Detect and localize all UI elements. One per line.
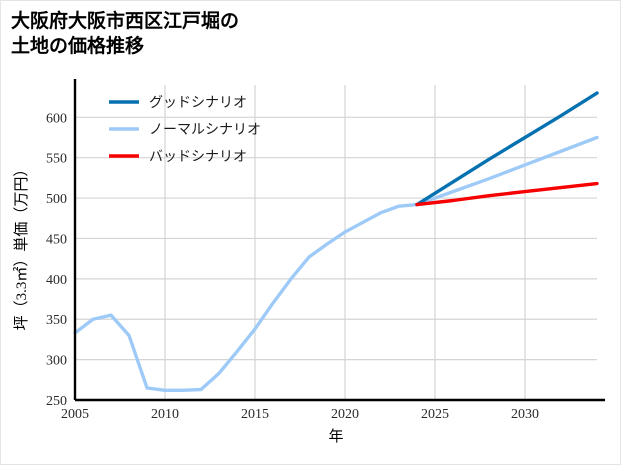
x-tick-label: 2020	[331, 407, 359, 422]
x-tick-label: 2010	[151, 407, 179, 422]
data-series	[73, 91, 599, 393]
x-tick-label: 2005	[61, 407, 89, 422]
y-tick-labels: 250 300 350 400 450 500 550 600	[46, 111, 67, 409]
legend-label: バッドシナリオ	[149, 150, 247, 165]
x-tick-labels: 2005 2010 2015 2020 2025 2030	[61, 407, 539, 422]
legend-label: ノーマルシナリオ	[149, 123, 261, 138]
y-tick-label: 550	[46, 152, 67, 167]
y-tick-label: 250	[46, 394, 67, 409]
gridlines	[74, 85, 597, 401]
x-tick-label: 2025	[421, 407, 449, 422]
x-tick-label: 2030	[511, 407, 539, 422]
y-tick-label: 300	[46, 354, 67, 369]
series-line	[415, 181, 599, 207]
x-axis-title: 年	[328, 428, 343, 445]
page-title: 大阪府大阪市西区江戸堀の 土地の価格推移	[11, 11, 240, 57]
series-line	[73, 135, 599, 393]
y-tick-label: 350	[46, 313, 67, 328]
y-tick-label: 600	[46, 111, 67, 126]
y-tick-label: 400	[46, 273, 67, 288]
legend-label: グッドシナリオ	[149, 95, 247, 111]
y-axis-title: 坪（3.3㎡）単価（万円）	[13, 162, 30, 331]
y-tick-label: 500	[46, 192, 67, 207]
axis-spines	[73, 79, 605, 402]
series-line	[415, 91, 599, 207]
y-tick-label: 450	[46, 232, 67, 247]
x-tick-label: 2015	[241, 407, 269, 422]
